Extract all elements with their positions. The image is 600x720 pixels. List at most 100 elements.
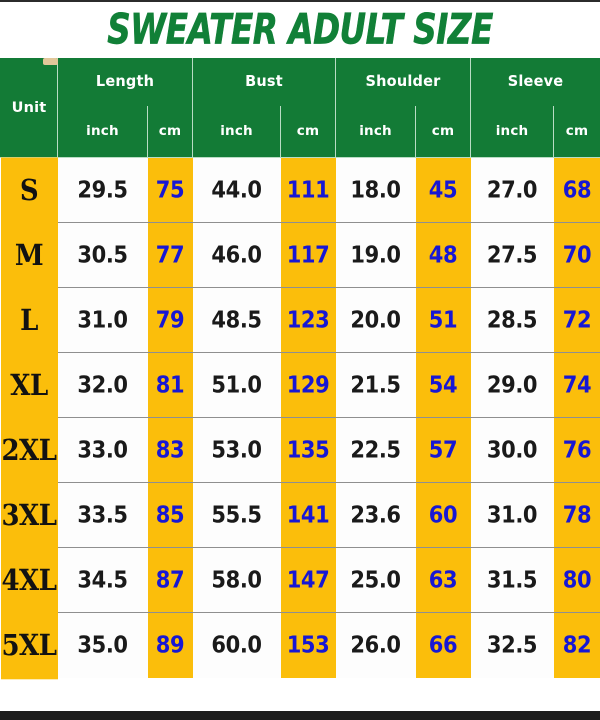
sleeve-cm-value-text: 80 [562, 566, 592, 593]
header-group-bust-label: Bust [245, 73, 283, 90]
length-cm-value-text: 75 [155, 176, 185, 203]
header-group-length: Length [56, 56, 194, 107]
shoulder-inch-value: 26.0 [335, 612, 416, 678]
sleeve-cm-value: 70 [553, 222, 600, 288]
length-inch-value-text: 30.5 [77, 241, 128, 268]
bust-cm-value-text: 123 [286, 306, 330, 333]
bust-cm-value: 147 [280, 547, 336, 613]
size-label: 5XL [0, 610, 58, 679]
sleeve-inch-value: 28.5 [470, 287, 554, 353]
size-label: S [0, 156, 58, 224]
table-header: Unit Length Bust Shoulder Sleeve [0, 56, 600, 158]
bottom-edge-band [0, 711, 600, 720]
top-edge-hairline [0, 0, 600, 2]
shoulder-inch-value-text: 25.0 [350, 566, 401, 593]
bust-cm-value-text: 135 [286, 436, 330, 463]
header-sub-bust-cm: cm [280, 104, 337, 158]
shoulder-cm-value: 45 [415, 157, 471, 223]
header-sub-shoulder-cm: cm [415, 104, 472, 158]
length-inch-value-text: 31.0 [77, 306, 128, 333]
header-sub-bust-inch: inch [192, 104, 282, 158]
shoulder-inch-value: 22.5 [335, 417, 416, 483]
header-group-shoulder: Shoulder [335, 56, 472, 107]
length-cm-value-text: 79 [155, 306, 185, 333]
length-cm-value: 85 [147, 482, 193, 548]
sleeve-cm-value-text: 76 [562, 436, 592, 463]
length-inch-value: 34.5 [57, 547, 148, 613]
table-body: S 29.5 75 44.0 111 18.0 45 27.0 68 M 30.5 77 46.0 117… [0, 156, 600, 679]
length-cm-value: 89 [147, 612, 193, 678]
shoulder-inch-value-text: 23.6 [350, 501, 401, 528]
sleeve-cm-value: 68 [553, 157, 600, 223]
header-sub-length-inch: inch [57, 104, 148, 158]
header-group-sleeve-label: Sleeve [507, 73, 564, 90]
shoulder-inch-value: 23.6 [335, 482, 416, 548]
sleeve-inch-value: 31.0 [470, 482, 554, 548]
bust-cm-value-text: 141 [286, 501, 330, 528]
length-cm-value: 83 [147, 417, 193, 483]
length-inch-value: 33.0 [57, 417, 148, 483]
shoulder-inch-value-text: 20.0 [350, 306, 401, 333]
length-inch-value: 32.0 [57, 352, 148, 418]
sleeve-inch-value: 27.5 [470, 222, 554, 288]
size-label: L [0, 285, 58, 354]
bust-inch-value: 46.0 [192, 222, 281, 288]
bust-cm-value: 129 [280, 352, 336, 418]
bust-cm-value: 141 [280, 482, 336, 548]
size-label-text: XL [10, 368, 48, 402]
bust-cm-value: 153 [280, 612, 336, 678]
sleeve-inch-value-text: 31.0 [486, 501, 538, 528]
sleeve-inch-value-text: 31.5 [486, 566, 538, 593]
bust-cm-value: 123 [280, 287, 336, 353]
title-bar: SWEATER ADULT SIZE [0, 0, 600, 58]
bust-inch-value-text: 51.0 [211, 371, 262, 398]
shoulder-cm-value-text: 54 [428, 371, 458, 398]
size-label: M [0, 220, 58, 289]
page-title: SWEATER ADULT SIZE [107, 4, 494, 54]
table-row: S 29.5 75 44.0 111 18.0 45 27.0 68 [0, 156, 600, 224]
bust-inch-value: 55.5 [192, 482, 281, 548]
bust-inch-value: 51.0 [192, 352, 281, 418]
table-row: 2XL 33.0 83 53.0 135 22.5 57 30.0 76 [0, 415, 600, 484]
sleeve-inch-value-text: 27.5 [486, 241, 538, 268]
length-cm-value: 75 [147, 157, 193, 223]
header-unit: Unit [0, 58, 58, 158]
shoulder-cm-value: 60 [415, 482, 471, 548]
sleeve-cm-value-text: 74 [562, 371, 592, 398]
bust-inch-value: 48.5 [192, 287, 281, 353]
sleeve-cm-value: 76 [553, 417, 600, 483]
header-group-bust: Bust [192, 56, 337, 107]
bust-cm-value-text: 153 [286, 631, 330, 658]
shoulder-cm-value-text: 63 [428, 566, 458, 593]
header-unit-label: Unit [11, 100, 47, 116]
length-inch-value: 35.0 [57, 612, 148, 678]
header-group-row: Unit Length Bust Shoulder Sleeve [0, 56, 600, 158]
length-inch-value-text: 32.0 [77, 371, 128, 398]
length-cm-value: 87 [147, 547, 193, 613]
bust-cm-value-text: 117 [286, 241, 330, 268]
shoulder-cm-value-text: 48 [428, 241, 458, 268]
length-cm-value: 77 [147, 222, 193, 288]
sleeve-inch-value-text: 28.5 [486, 306, 538, 333]
sleeve-inch-value-text: 30.0 [486, 436, 538, 463]
sleeve-cm-value-text: 70 [562, 241, 592, 268]
shoulder-cm-value-text: 60 [428, 501, 458, 528]
sleeve-inch-value-text: 32.5 [486, 631, 538, 658]
shoulder-cm-value: 54 [415, 352, 471, 418]
size-label: 3XL [0, 480, 58, 549]
header-group-length-label: Length [95, 73, 155, 90]
length-cm-value-text: 83 [155, 436, 185, 463]
shoulder-cm-value: 57 [415, 417, 471, 483]
header-sub-row: inch cm inch cm inch cm inch cm [1, 104, 600, 158]
length-cm-value: 79 [147, 287, 193, 353]
bust-inch-value-text: 60.0 [211, 631, 262, 658]
header-group-sleeve: Sleeve [470, 56, 600, 107]
shoulder-inch-value: 21.5 [335, 352, 416, 418]
size-label: XL [0, 350, 58, 419]
shoulder-inch-value-text: 19.0 [350, 241, 401, 268]
length-cm-value-text: 85 [155, 501, 185, 528]
header-sub-length-cm: cm [146, 104, 194, 158]
size-table-container: Unit Length Bust Shoulder Sleeve [0, 56, 600, 713]
bust-inch-value: 58.0 [192, 547, 281, 613]
shoulder-inch-value-text: 26.0 [350, 631, 401, 658]
